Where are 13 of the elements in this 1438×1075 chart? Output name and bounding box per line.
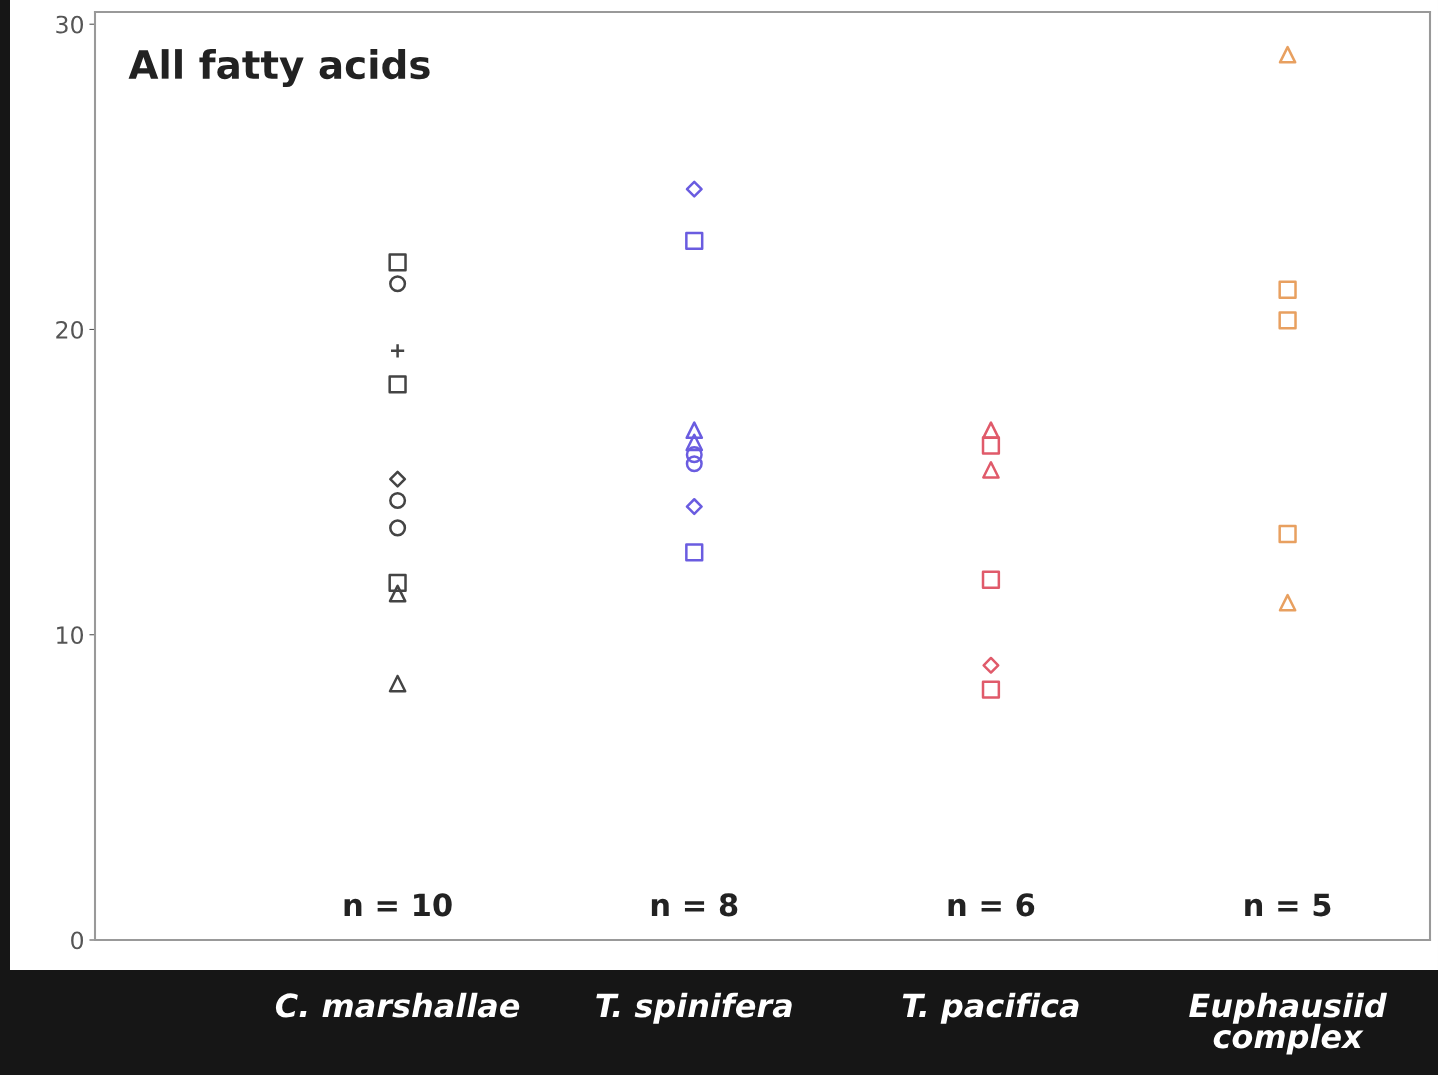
annotation: n = 6 (948, 893, 1035, 917)
x-tick-label: C. marshallae (275, 992, 520, 1018)
annotation: n = 8 (651, 893, 738, 917)
y-tick-label: 30 (56, 15, 84, 34)
x-tick-label: T. pacifica (902, 992, 1079, 1024)
x-tick-label: T. spinifera (596, 992, 792, 1024)
y-tick-label: 0 (71, 931, 84, 950)
y-tick-label: 20 (56, 320, 84, 339)
y-tick-label: 10 (57, 626, 84, 645)
annotation: n = 10 (344, 893, 452, 917)
x-tick-label: Euphausiid complex (1189, 992, 1387, 1055)
annotation: n = 5 (1245, 893, 1331, 917)
text: All fatty acids (128, 49, 430, 88)
